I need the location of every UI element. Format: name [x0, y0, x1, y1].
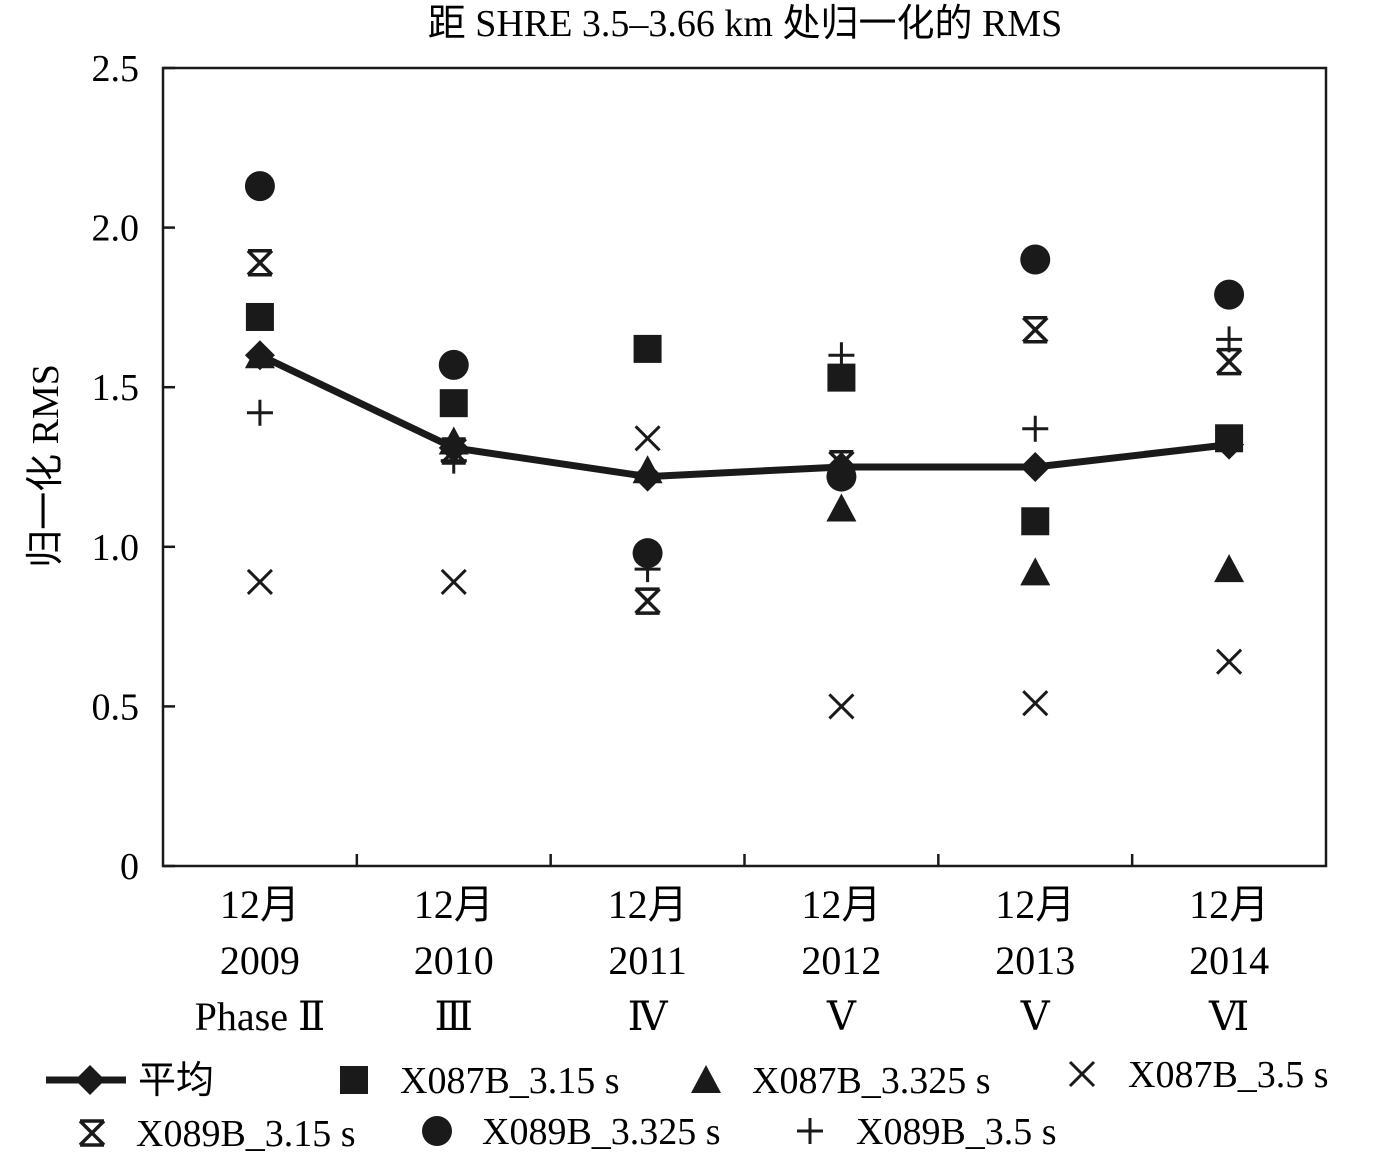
data-point — [440, 568, 467, 595]
series-mean — [244, 340, 1245, 492]
data-point — [632, 538, 663, 569]
data-point — [1214, 279, 1245, 310]
x-tick-label: Ⅳ — [628, 994, 669, 1039]
legend-label: X087B_3.5 s — [1128, 1054, 1329, 1096]
x-tick-label: 2009 — [220, 938, 300, 983]
data-point — [438, 432, 469, 463]
x-tick-label: Ⅵ — [1208, 994, 1249, 1039]
series-x089b-3-5-s — [246, 326, 1243, 583]
x-tick-label: Ⅴ — [826, 994, 857, 1039]
data-point — [1022, 315, 1049, 344]
data-point — [827, 363, 856, 392]
data-point — [246, 399, 273, 426]
y-tick-label: 1.5 — [92, 367, 140, 409]
x-tick-label: 2012 — [801, 938, 881, 983]
legend-item-x087b-3-325-s: X087B_3.325 s — [691, 1060, 991, 1102]
x-tick-label: 12月 — [801, 882, 881, 927]
data-point — [1214, 429, 1245, 460]
x-tick-label: 12月 — [1189, 882, 1269, 927]
data-point — [826, 493, 857, 522]
x-tick-label: 12月 — [995, 882, 1075, 927]
data-point — [244, 171, 275, 202]
data-point — [439, 389, 468, 418]
y-tick-label: 0 — [120, 846, 139, 888]
y-axis-label: 归一化 RMS — [25, 364, 67, 568]
y-tick-label: 2.0 — [92, 208, 140, 250]
data-point — [244, 340, 275, 371]
data-point — [1215, 347, 1243, 376]
data-point — [1216, 326, 1243, 353]
legend-item-x089b-3-325-s: X089B_3.325 s — [422, 1111, 721, 1153]
legend-marker — [340, 1066, 368, 1094]
legend-item-x089b-3-15-s: X089B_3.15 s — [78, 1113, 356, 1155]
legend-marker — [422, 1116, 452, 1146]
data-point — [246, 248, 274, 277]
x-tick-labels: 12月 2009 Phase Ⅱ 12月 2010 Ⅲ 12月 2011 Ⅳ 12月 2012 Ⅴ 12… — [195, 882, 1269, 1039]
chart-title: 距 SHRE 3.5–3.66 km 处归一化的 RMS — [428, 3, 1062, 45]
x-tick-label: 2011 — [608, 938, 687, 983]
x-tick-label: 2014 — [1189, 938, 1269, 983]
x-tick-label: Ⅴ — [1020, 994, 1051, 1039]
legend-item-mean: 平均 — [46, 1060, 214, 1102]
x-tick-label: 12月 — [414, 882, 494, 927]
data-point — [1214, 554, 1245, 583]
data-point — [246, 568, 273, 595]
data-point — [1021, 507, 1050, 536]
data-point — [828, 342, 855, 369]
x-tick-label: 12月 — [608, 882, 688, 927]
legend-marker — [75, 1065, 105, 1095]
data-point — [1020, 557, 1051, 586]
series-x089b-3-15-s — [246, 248, 1243, 615]
data-point — [634, 587, 661, 615]
data-point — [634, 556, 661, 583]
data-point — [1216, 648, 1243, 675]
legend-label: X089B_3.15 s — [136, 1113, 356, 1155]
data-point — [1020, 452, 1051, 482]
legend-label: X089B_3.5 s — [856, 1111, 1057, 1153]
y-tick-label: 0.5 — [92, 686, 140, 728]
x-tick-label: 2010 — [414, 938, 494, 983]
x-tick-label: 2013 — [995, 938, 1075, 983]
axis-ticks — [163, 66, 1134, 868]
legend-label: X089B_3.325 s — [482, 1111, 721, 1153]
legend-marker — [1068, 1060, 1096, 1088]
legend-marker — [797, 1118, 823, 1144]
legend-item-x089b-3-5-s: X089B_3.5 s — [797, 1111, 1057, 1153]
data-point — [826, 452, 857, 482]
legend-item-x087b-3-5-s: X087B_3.5 s — [1068, 1054, 1329, 1096]
data-point — [1020, 244, 1051, 275]
x-tick-label: Phase Ⅱ — [195, 994, 326, 1039]
series-x089b-3-325-s — [244, 171, 1245, 569]
data-point — [633, 334, 662, 363]
x-tick-label: 12月 — [220, 882, 300, 927]
legend-label: X087B_3.325 s — [752, 1060, 991, 1102]
legend: 平均 X087B_3.15 s X087B_3.325 s X087B_3.5 s X0… — [46, 1054, 1329, 1155]
data-point — [1022, 690, 1049, 717]
data-point — [438, 349, 469, 380]
legend-marker — [691, 1065, 721, 1093]
mean-line — [258, 352, 1230, 481]
y-tick-label: 2.5 — [92, 48, 140, 90]
data-point — [245, 302, 274, 331]
plot-frame — [161, 66, 1328, 868]
data-series — [244, 171, 1245, 720]
data-point — [632, 461, 663, 492]
y-tick-label: 1.0 — [92, 527, 140, 569]
data-point — [634, 425, 661, 452]
x-tick-label: Ⅲ — [434, 994, 473, 1039]
legend-marker — [78, 1119, 106, 1147]
y-tick-labels: 0 0.5 1.0 1.5 2.0 2.5 — [92, 48, 140, 888]
data-point — [828, 693, 855, 720]
legend-label: X087B_3.15 s — [400, 1060, 620, 1102]
data-point — [1022, 415, 1049, 442]
legend-item-x087b-3-15-s: X087B_3.15 s — [340, 1060, 620, 1102]
legend-label: 平均 — [138, 1060, 214, 1102]
series-x087b-3-5-s — [246, 425, 1243, 720]
